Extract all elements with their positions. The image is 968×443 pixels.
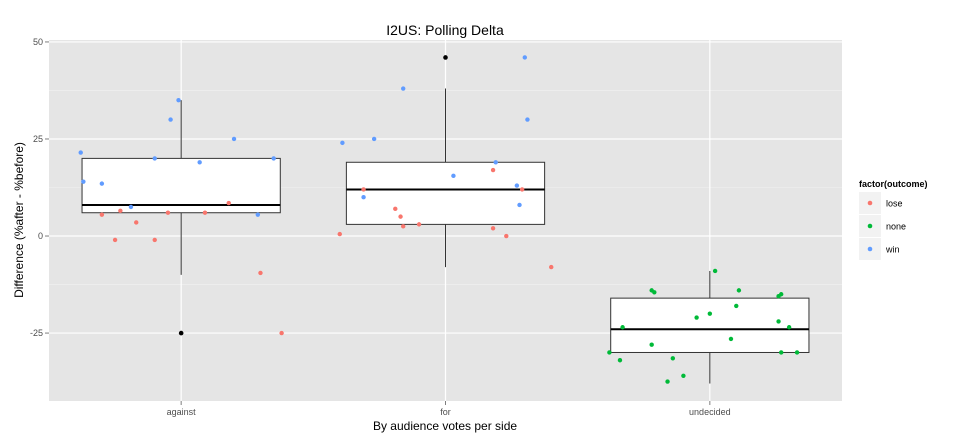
data-point-win	[340, 140, 345, 146]
legend-swatch-none	[867, 223, 873, 229]
data-point-win	[517, 202, 522, 208]
data-point-win	[451, 173, 456, 179]
data-point-lose	[490, 226, 496, 231]
legend-swatch-win	[867, 246, 873, 252]
data-point-win	[231, 136, 237, 142]
outlier-point	[443, 55, 448, 60]
data-point-win	[514, 183, 520, 188]
data-point-none	[681, 373, 686, 378]
data-point-none	[607, 350, 612, 355]
x-tick-label: for	[440, 407, 451, 417]
y-tick-label: 50	[33, 37, 43, 47]
y-tick-label: -25	[30, 328, 43, 338]
data-point-lose	[152, 237, 157, 243]
data-point-none	[652, 290, 657, 295]
outlier-point	[178, 330, 184, 336]
data-point-win	[128, 204, 134, 210]
data-point-win	[271, 156, 276, 161]
data-point-win	[401, 86, 406, 91]
data-point-none	[794, 350, 800, 355]
data-point-win	[493, 160, 498, 165]
data-point-lose	[226, 200, 231, 206]
data-point-win	[522, 55, 527, 60]
x-axis-label: By audience votes per side	[373, 419, 517, 433]
data-point-none	[665, 379, 670, 384]
data-point-lose	[401, 224, 406, 229]
data-point-win	[255, 212, 261, 217]
data-point-lose	[99, 212, 105, 217]
data-point-lose	[416, 222, 422, 227]
chart-title: I2US: Polling Delta	[386, 22, 504, 38]
legend: factor(outcome) lose none win	[859, 179, 928, 260]
data-point-lose	[504, 233, 509, 239]
data-point-win	[78, 150, 83, 155]
legend-label: lose	[886, 199, 903, 209]
box-iqr	[81, 157, 281, 214]
y-tick-label: 0	[38, 231, 43, 241]
data-point-win	[525, 117, 530, 122]
y-axis-label: Difference (%after - %before)	[12, 142, 26, 298]
data-point-none	[670, 356, 676, 361]
data-point-none	[734, 303, 739, 309]
data-point-none	[694, 315, 699, 320]
data-point-none	[736, 288, 742, 293]
data-point-none	[620, 325, 625, 330]
x-tick-label: undecided	[689, 407, 731, 417]
y-axis-ticks: -25 0 25 50	[30, 37, 49, 338]
data-point-win	[371, 136, 377, 142]
data-point-win	[361, 195, 366, 200]
x-axis-ticks: against for undecided	[167, 401, 731, 417]
y-tick-label: 25	[33, 134, 43, 144]
data-point-none	[728, 336, 734, 342]
box-iqr	[345, 161, 546, 225]
data-point-lose	[279, 330, 284, 336]
data-point-none	[779, 350, 784, 355]
data-point-lose	[490, 167, 496, 173]
data-point-lose	[393, 206, 398, 212]
data-point-none	[779, 292, 784, 297]
data-point-none	[649, 342, 654, 347]
box-iqr	[610, 297, 810, 353]
data-point-lose	[118, 208, 123, 213]
data-point-win	[176, 97, 181, 103]
data-point-none	[707, 311, 713, 316]
data-point-win	[168, 117, 173, 122]
legend-title: factor(outcome)	[859, 179, 928, 189]
legend-swatch-lose	[867, 200, 873, 206]
data-point-win	[81, 179, 86, 184]
x-tick-label: against	[167, 407, 197, 417]
data-point-lose	[134, 220, 139, 225]
data-point-win	[152, 156, 157, 161]
data-point-lose	[165, 210, 171, 215]
data-point-none	[617, 358, 623, 363]
data-point-lose	[258, 270, 263, 276]
data-point-lose	[549, 264, 554, 270]
data-point-none	[786, 325, 792, 330]
data-point-lose	[337, 231, 342, 237]
data-point-lose	[361, 187, 366, 192]
legend-label: none	[886, 222, 906, 232]
legend-label: win	[885, 245, 900, 255]
data-point-win	[99, 181, 105, 186]
data-point-none	[712, 268, 718, 274]
data-point-lose	[398, 214, 403, 219]
data-point-win	[197, 160, 202, 165]
jitter-points	[78, 55, 800, 384]
data-point-lose	[519, 187, 525, 192]
data-point-none	[776, 319, 781, 324]
boxplots	[81, 55, 810, 384]
data-point-lose	[202, 210, 208, 215]
data-point-lose	[112, 237, 118, 243]
